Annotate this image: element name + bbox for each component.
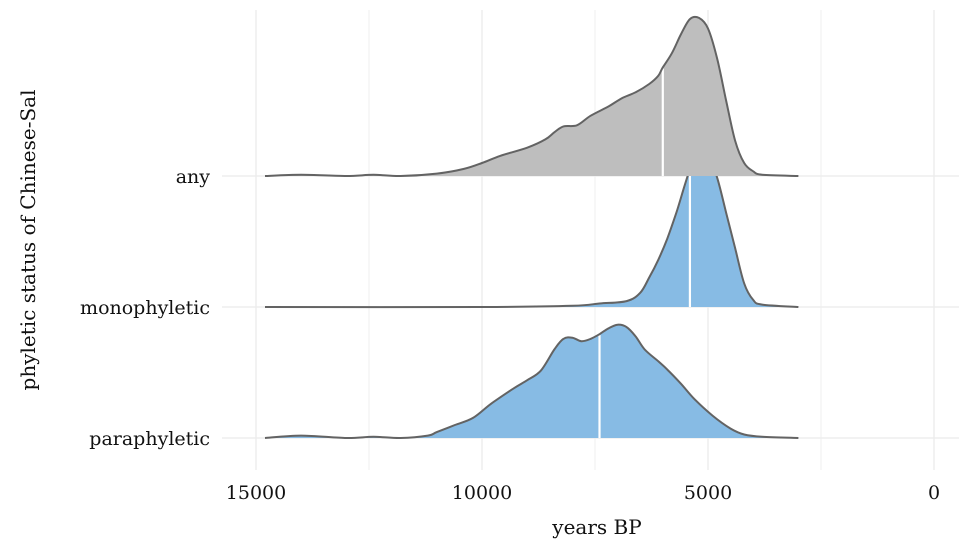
y-tick-label-monophyletic: monophyletic <box>80 297 210 319</box>
density-area-paraphyletic <box>265 324 799 439</box>
x-tick-labels: 15000 10000 5000 0 <box>226 482 940 504</box>
x-tick-label: 15000 <box>226 482 286 504</box>
density-area-any <box>265 16 799 177</box>
y-tick-label-any: any <box>176 166 211 188</box>
density-outline-paraphyletic <box>264 323 799 440</box>
x-tick-label: 0 <box>928 482 940 504</box>
density-ridges <box>264 15 799 440</box>
density-outline-any <box>264 15 799 178</box>
x-tick-label: 10000 <box>452 482 512 504</box>
density-area-monophyletic <box>265 149 799 308</box>
y-axis-title: phyletic status of Chinese-Sal <box>16 90 40 391</box>
y-tick-label-paraphyletic: paraphyletic <box>89 428 210 450</box>
y-tick-labels: paraphyletic monophyletic any <box>80 166 210 450</box>
x-tick-label: 5000 <box>684 482 732 504</box>
density-outline-monophyletic <box>264 148 799 309</box>
x-axis-title: years BP <box>551 515 641 539</box>
